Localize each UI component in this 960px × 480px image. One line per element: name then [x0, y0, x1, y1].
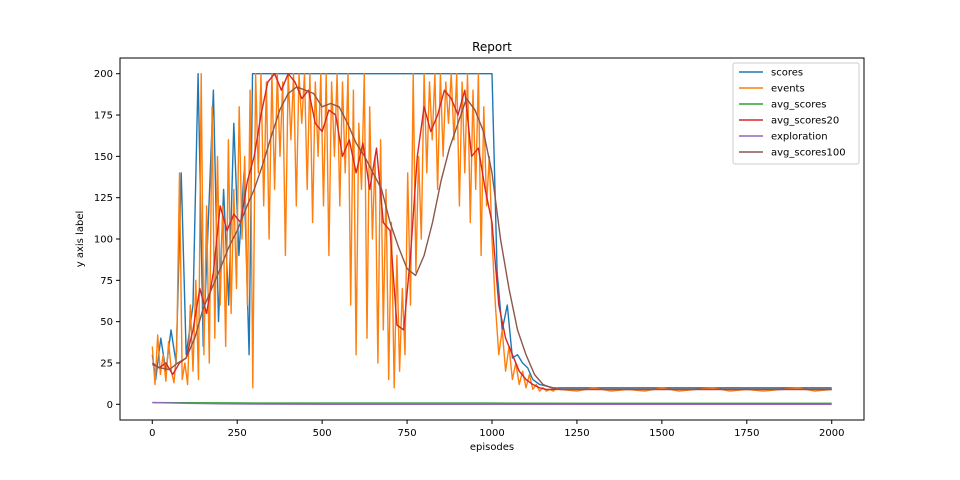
x-tick-label: 1750	[734, 428, 759, 439]
x-tick-label: 500	[313, 428, 332, 439]
legend-label-scores: scores	[771, 68, 803, 79]
y-tick-label: 25	[100, 358, 113, 369]
legend: scores events avg_scores avg_scores20explor…	[732, 62, 860, 165]
legend-label-avg-scores20: avg_scores20	[771, 116, 839, 127]
y-tick-label: 200	[94, 69, 113, 80]
y-axis-label: y axis label	[75, 211, 86, 268]
y-tick-label: 150	[94, 152, 113, 163]
x-tick-label: 250	[228, 428, 247, 439]
y-tick-label: 125	[94, 193, 113, 204]
x-tick-label: 1500	[649, 428, 674, 439]
series-line-scores	[151, 72, 832, 389]
x-tick-label: 750	[398, 428, 417, 439]
series-line-avg-scores	[152, 401, 832, 404]
y-tick-label: 100	[94, 235, 113, 246]
series-line-exploration	[152, 401, 832, 405]
legend-label-events: events	[771, 84, 805, 95]
y-tick-label: 75	[100, 276, 113, 287]
legend-label-avg-scores: avg_scores	[771, 100, 826, 111]
y-tick-label: 0	[107, 400, 113, 411]
x-tick-label: 0	[149, 428, 155, 439]
x-axis: 0 250 500 750 1000 1250 1500 1750 2000	[149, 420, 844, 439]
legend-box	[732, 62, 860, 165]
x-axis-label: episodes	[470, 442, 514, 453]
series-layer	[151, 72, 832, 405]
x-tick-label: 1000	[479, 428, 504, 439]
legend-label-avg-scores100: avg_scores100	[771, 148, 846, 159]
x-tick-label: 1250	[564, 428, 589, 439]
y-tick-label: 175	[94, 111, 113, 122]
y-axis: 0 25 50 75 100 125 150 175 200	[94, 69, 120, 411]
y-tick-label: 50	[100, 317, 113, 328]
series-line-events	[151, 72, 832, 392]
legend-label-exploration: exploration	[771, 132, 828, 143]
x-tick-label: 2000	[819, 428, 844, 439]
series-line-avg-scores100	[152, 86, 832, 391]
chart-title: Report	[472, 40, 512, 54]
